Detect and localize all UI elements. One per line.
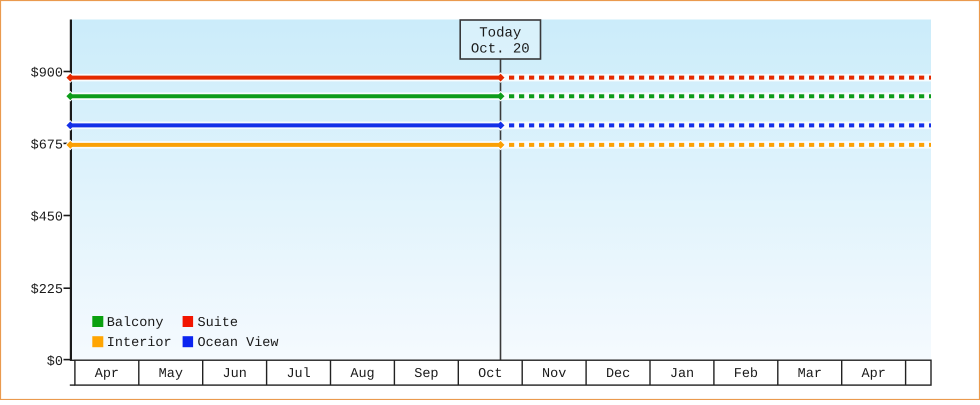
svg-text:$450: $450 [31, 210, 63, 225]
svg-text:Jul: Jul [286, 367, 310, 382]
svg-text:Dec: Dec [606, 367, 630, 382]
svg-text:Feb: Feb [734, 367, 758, 382]
svg-text:$0: $0 [47, 355, 63, 370]
svg-text:Jun: Jun [223, 367, 247, 382]
svg-text:Interior: Interior [107, 336, 172, 351]
svg-text:Apr: Apr [95, 367, 119, 382]
svg-text:$675: $675 [31, 138, 63, 153]
svg-text:Nov: Nov [542, 367, 566, 382]
svg-text:Oct. 20: Oct. 20 [471, 42, 530, 58]
svg-text:Sep: Sep [414, 367, 438, 382]
svg-text:Mar: Mar [798, 367, 822, 382]
svg-text:Ocean View: Ocean View [198, 336, 279, 351]
svg-text:Oct: Oct [478, 367, 502, 382]
svg-text:$225: $225 [31, 283, 63, 298]
svg-text:Aug: Aug [350, 367, 374, 382]
svg-text:$900: $900 [31, 66, 63, 81]
svg-text:Today: Today [479, 25, 521, 41]
svg-text:Suite: Suite [198, 316, 239, 331]
svg-text:Balcony: Balcony [107, 316, 164, 331]
svg-text:Jan: Jan [670, 367, 694, 382]
svg-text:May: May [159, 367, 183, 382]
svg-text:Apr: Apr [862, 367, 886, 382]
